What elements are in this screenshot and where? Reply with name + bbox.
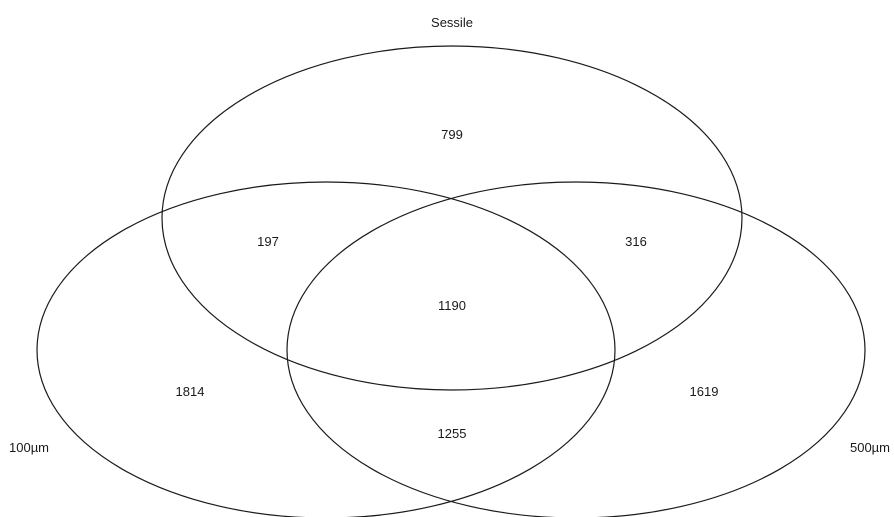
sessile-set-label: Sessile (431, 15, 473, 30)
um500-set-label: 500µm (850, 440, 890, 455)
sessile-only-count: 799 (441, 127, 463, 142)
um100-set-label: 100µm (9, 440, 49, 455)
um100-set-ellipse (36, 181, 616, 517)
100um-500um-count: 1255 (438, 426, 467, 441)
100um-only-count: 1814 (176, 384, 205, 399)
sessile-500um-count: 316 (625, 234, 647, 249)
um500-set-ellipse (286, 181, 866, 517)
sessile-set-ellipse (161, 45, 743, 391)
500um-only-count: 1619 (690, 384, 719, 399)
sessile-100um-count: 197 (257, 234, 279, 249)
all-three-count: 1190 (438, 298, 466, 313)
